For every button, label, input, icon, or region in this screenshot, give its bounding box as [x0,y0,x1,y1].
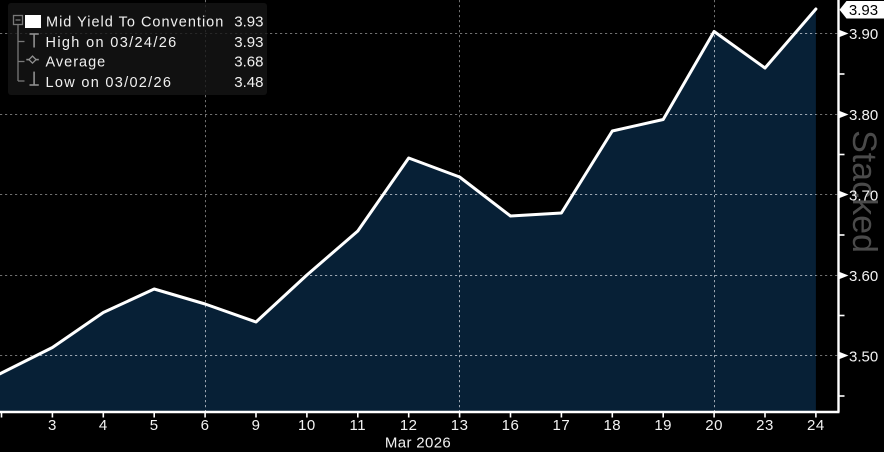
svg-text:3.70: 3.70 [849,187,878,204]
svg-text:5: 5 [150,417,159,434]
svg-text:10: 10 [298,417,316,434]
svg-text:13: 13 [451,417,469,434]
svg-text:High on 03/24/26: High on 03/24/26 [46,35,178,51]
svg-text:Mid Yield To Convention: Mid Yield To Convention [46,15,224,31]
svg-text:3.93: 3.93 [234,34,263,51]
svg-text:Mar 2026: Mar 2026 [385,435,451,452]
svg-text:11: 11 [350,417,367,434]
svg-text:3.68: 3.68 [234,54,263,71]
svg-text:18: 18 [603,417,621,434]
svg-text:9: 9 [252,417,261,434]
svg-text:3.60: 3.60 [849,268,878,285]
svg-text:12: 12 [400,417,418,434]
svg-text:3.50: 3.50 [849,349,878,366]
svg-text:6: 6 [201,417,210,434]
svg-text:Stacked: Stacked [845,130,883,253]
svg-text:Low on 03/02/26: Low on 03/02/26 [46,75,173,91]
svg-text:4: 4 [99,417,108,434]
svg-text:3.90: 3.90 [849,26,878,43]
svg-text:24: 24 [807,417,825,434]
svg-text:16: 16 [502,417,520,434]
svg-text:3: 3 [48,417,57,434]
svg-text:23: 23 [756,417,774,434]
svg-text:3.48: 3.48 [234,74,263,91]
svg-text:3.93: 3.93 [849,2,878,19]
svg-text:20: 20 [705,417,723,434]
svg-text:17: 17 [553,417,571,434]
svg-text:19: 19 [654,417,672,434]
svg-text:Average: Average [46,55,107,71]
svg-text:3.93: 3.93 [234,14,263,31]
svg-text:3.80: 3.80 [849,107,878,124]
